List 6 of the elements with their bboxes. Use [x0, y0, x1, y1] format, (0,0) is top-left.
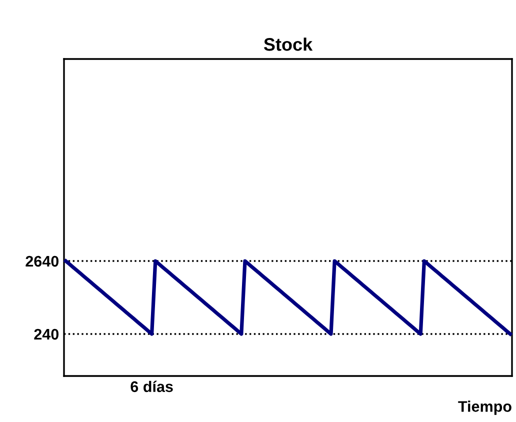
- line-series: [64, 259, 512, 336]
- x-tick-label: 6 días: [130, 380, 173, 392]
- x-axis-title: Tiempo: [458, 400, 512, 415]
- y-tick-label: 240: [34, 328, 59, 340]
- chart-title: Stock: [264, 38, 313, 51]
- y-tick-label: 2640: [26, 256, 59, 267]
